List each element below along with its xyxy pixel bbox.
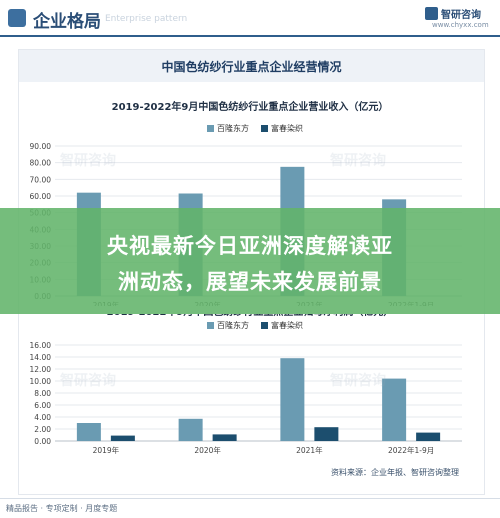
legend-label: 百隆东方 bbox=[217, 123, 249, 133]
y-tick-label: 0.00 bbox=[34, 437, 51, 446]
legend-label: 富春染织 bbox=[271, 123, 303, 133]
bar bbox=[416, 432, 441, 441]
page-subtitle: Enterprise pattern bbox=[105, 14, 188, 24]
bar bbox=[280, 358, 305, 441]
y-tick-label: 14.00 bbox=[30, 353, 52, 362]
headline-line-1: 央视最新今日亚洲深度解读亚 bbox=[107, 234, 393, 258]
y-tick-label: 6.00 bbox=[34, 401, 51, 410]
x-tick-label: 2020年 bbox=[194, 445, 221, 455]
y-tick-label: 4.00 bbox=[34, 413, 51, 422]
y-tick-label: 70.00 bbox=[30, 175, 52, 184]
section-icon bbox=[8, 9, 26, 27]
y-tick-label: 8.00 bbox=[34, 389, 51, 398]
y-tick-label: 60.00 bbox=[30, 192, 52, 201]
legend-label: 富春染织 bbox=[271, 320, 303, 330]
chart-title: 2019-2022年9月中国色纺纱行业重点企业归母净利润（亿元） bbox=[107, 314, 394, 318]
panel-title: 中国色纺纱行业重点企业经营情况 bbox=[161, 60, 342, 74]
legend-swatch bbox=[207, 322, 214, 329]
bar bbox=[178, 418, 203, 441]
footer-services: 精品报告 · 专项定制 · 月度专题 bbox=[6, 504, 118, 513]
watermark: 智研咨询 bbox=[330, 153, 386, 169]
header-divider bbox=[0, 35, 500, 37]
footer: 精品报告 · 专项定制 · 月度专题 bbox=[0, 498, 500, 518]
brand-url: www.chyxx.com bbox=[432, 21, 489, 29]
header: 企业格局 Enterprise pattern 智研咨询 www.chyxx.c… bbox=[0, 0, 500, 38]
x-tick-label: 2021年 bbox=[296, 445, 323, 455]
profit-chart: 2019-2022年9月中国色纺纱行业重点企业归母净利润（亿元） 百隆东方 富春染织… bbox=[30, 314, 462, 455]
page-title: 企业格局 bbox=[33, 12, 101, 32]
legend-swatch bbox=[261, 125, 268, 132]
panel-title-bar: 中国色纺纱行业重点企业经营情况 bbox=[19, 50, 484, 82]
watermark: 智研咨询 bbox=[60, 153, 116, 169]
legend-label: 百隆东方 bbox=[217, 320, 249, 330]
watermark: 智研咨询 bbox=[330, 373, 386, 389]
watermark: 智研咨询 bbox=[60, 373, 116, 389]
bar bbox=[382, 378, 407, 441]
legend-swatch bbox=[261, 322, 268, 329]
headline-line-2: 洲动态，展望未来发展前景 bbox=[118, 270, 382, 294]
data-source: 资料来源：企业年报、智研咨询整理 bbox=[331, 468, 459, 477]
bar bbox=[212, 434, 237, 441]
brand-logo-icon bbox=[425, 7, 438, 20]
x-tick-label: 2022年1-9月 bbox=[388, 445, 434, 455]
x-tick-label: 2019年 bbox=[93, 445, 120, 455]
bar bbox=[314, 427, 339, 441]
footer-divider bbox=[0, 498, 500, 499]
headline-banner[interactable]: 央视最新今日亚洲深度解读亚 洲动态，展望未来发展前景 bbox=[0, 208, 500, 314]
y-tick-label: 2.00 bbox=[34, 425, 51, 434]
y-tick-label: 12.00 bbox=[30, 365, 52, 374]
bar bbox=[76, 423, 101, 441]
y-tick-label: 90.00 bbox=[30, 142, 52, 151]
y-tick-label: 80.00 bbox=[30, 159, 52, 168]
y-tick-label: 10.00 bbox=[30, 377, 52, 386]
y-tick-label: 16.00 bbox=[30, 341, 52, 350]
bar bbox=[110, 435, 135, 441]
legend-swatch bbox=[207, 125, 214, 132]
chart-title: 2019-2022年9月中国色纺纱行业重点企业营业收入（亿元） bbox=[112, 100, 389, 113]
brand-name: 智研咨询 bbox=[441, 10, 481, 21]
